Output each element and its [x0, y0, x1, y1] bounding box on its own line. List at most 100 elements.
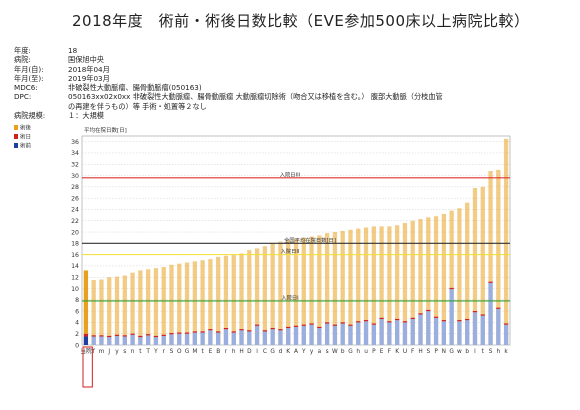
x-tick-label: y: [310, 349, 314, 355]
bar-op-day-marker: [216, 331, 221, 333]
bar-post-op: [130, 272, 135, 345]
x-tick-label: A: [294, 349, 298, 355]
bar-pre-op-overlay: [317, 328, 322, 345]
bar-pre-op-overlay: [262, 331, 268, 345]
bar-pre-op-overlay: [402, 322, 408, 345]
x-tick-label: G: [270, 349, 275, 355]
bar-pre-op-overlay: [433, 317, 439, 345]
meta-key: MDC6:: [14, 83, 38, 93]
bar-post-op: [387, 226, 392, 345]
x-tick-label: d: [279, 349, 283, 355]
bar-pre-op-overlay: [496, 308, 501, 345]
x-tick-label: D: [247, 349, 252, 355]
bar-post-op: [433, 216, 439, 345]
bar-op-day-marker: [309, 323, 314, 325]
bar-pre-op-overlay: [426, 311, 431, 345]
bar-op-day-marker: [192, 331, 197, 333]
bar-pre-op-overlay: [480, 315, 485, 345]
meta-row: DPC: 050163xx02x0xx 非破裂性大動脈瘤、腸骨動脈瘤 大動脈瘤切除…: [14, 92, 444, 111]
bar-op-day-marker: [426, 309, 431, 312]
y-tick-label: 24: [71, 207, 79, 214]
bar-pre-op-overlay: [169, 334, 174, 345]
bar-post-op: [379, 226, 384, 345]
bar-pre-op-overlay: [208, 330, 213, 345]
meta-key: 年月(至):: [14, 73, 44, 83]
x-tick-label: r: [225, 349, 228, 355]
x-tick-label: l: [474, 349, 476, 355]
bar-op-day-marker: [441, 320, 446, 322]
x-tick-label: m: [99, 349, 105, 355]
bar-op-day-marker: [402, 321, 408, 323]
y-tick-label: 28: [71, 184, 79, 191]
bar-post-op: [293, 238, 299, 345]
bar-op-day-marker: [130, 333, 135, 335]
bar-op-day-marker: [317, 326, 322, 329]
bar-op-day-marker: [332, 324, 338, 326]
x-tick-label: K: [395, 349, 399, 355]
bar-pre-op-overlay: [324, 323, 330, 345]
bar-post-op: [239, 253, 244, 345]
bar-post-op: [465, 202, 470, 345]
bar-post-op: [231, 254, 236, 345]
bar-op-day-marker: [223, 327, 229, 330]
x-tick-label: k: [504, 349, 508, 355]
bar-post-op: [503, 138, 509, 345]
meta-value: 050163xx02x0xx 非破裂性大動脈瘤、腸骨動脈瘤 大動脈瘤切除術（吻合…: [68, 92, 443, 111]
bar-op-day-marker: [356, 321, 361, 323]
bar-post-op: [270, 243, 275, 345]
bar-op-day-marker: [503, 323, 509, 325]
bar-post-op: [153, 268, 159, 345]
bar-op-day-marker: [293, 325, 299, 327]
bar-post-op: [278, 241, 283, 345]
bar-pre-op-overlay: [122, 336, 127, 345]
bar-pre-op-overlay: [254, 325, 260, 345]
y-tick-label: 6: [75, 308, 79, 315]
meta-key: 病院:: [14, 55, 31, 65]
bar-post-op: [488, 171, 493, 345]
legend-label: 術前: [20, 142, 32, 150]
bar-op-day-marker: [270, 327, 275, 330]
bar-pre-op-overlay: [184, 333, 190, 345]
bar-op-day-marker: [387, 321, 392, 323]
bar-op-day-marker: [200, 331, 205, 333]
bar-pre-op-overlay: [387, 322, 392, 345]
bar-pre-op-overlay: [239, 330, 244, 345]
x-tick-label: G: [449, 349, 454, 355]
bar-pre-op-overlay: [177, 333, 182, 345]
meta-key: DPC:: [14, 92, 32, 102]
bar-post-op: [441, 213, 446, 345]
bar-post-op: [348, 229, 353, 345]
x-tick-label: F: [388, 349, 391, 355]
meta-key: 病院規模:: [14, 111, 46, 121]
bar-pre-op-overlay: [293, 326, 299, 345]
bar-op-day-marker: [324, 322, 330, 324]
bar-post-op: [200, 260, 205, 345]
bar-pre-op-overlay: [130, 334, 135, 345]
x-tick-label: t: [201, 349, 204, 355]
meta-key: 年度:: [14, 46, 31, 55]
x-tick-label: w: [457, 349, 462, 355]
x-tick-label: r: [163, 349, 166, 355]
bar-pre-op-overlay: [161, 335, 166, 345]
bar-op-day-marker: [348, 324, 353, 326]
bar-post-op: [262, 246, 268, 345]
x-tick-label: U: [403, 349, 407, 355]
meta-key: 年月(自):: [14, 64, 44, 74]
bar-pre-op-overlay: [223, 329, 229, 345]
bar-op-day-marker: [138, 335, 143, 338]
bar-pre-op-overlay: [192, 332, 197, 345]
bar-pre-op-overlay: [363, 321, 369, 345]
bar-pre-op-overlay: [457, 321, 462, 345]
meta-row: 年月(至): 2019年03月: [14, 74, 444, 83]
meta-row: 病院規模: １：大規模: [14, 111, 444, 120]
x-tick-label: S: [170, 349, 174, 355]
bar-pre-op-overlay: [114, 335, 120, 345]
bar-post-op: [363, 227, 369, 345]
bar-pre-op-overlay: [146, 335, 151, 345]
bar-op-day-marker: [457, 320, 462, 322]
bar-op-day-marker: [472, 311, 478, 313]
meta-row: 病院: 国保旭中央: [14, 55, 444, 64]
bar-op-day-marker: [184, 332, 190, 334]
bar-post-op: [91, 280, 96, 345]
bar-post-op: [169, 264, 174, 345]
